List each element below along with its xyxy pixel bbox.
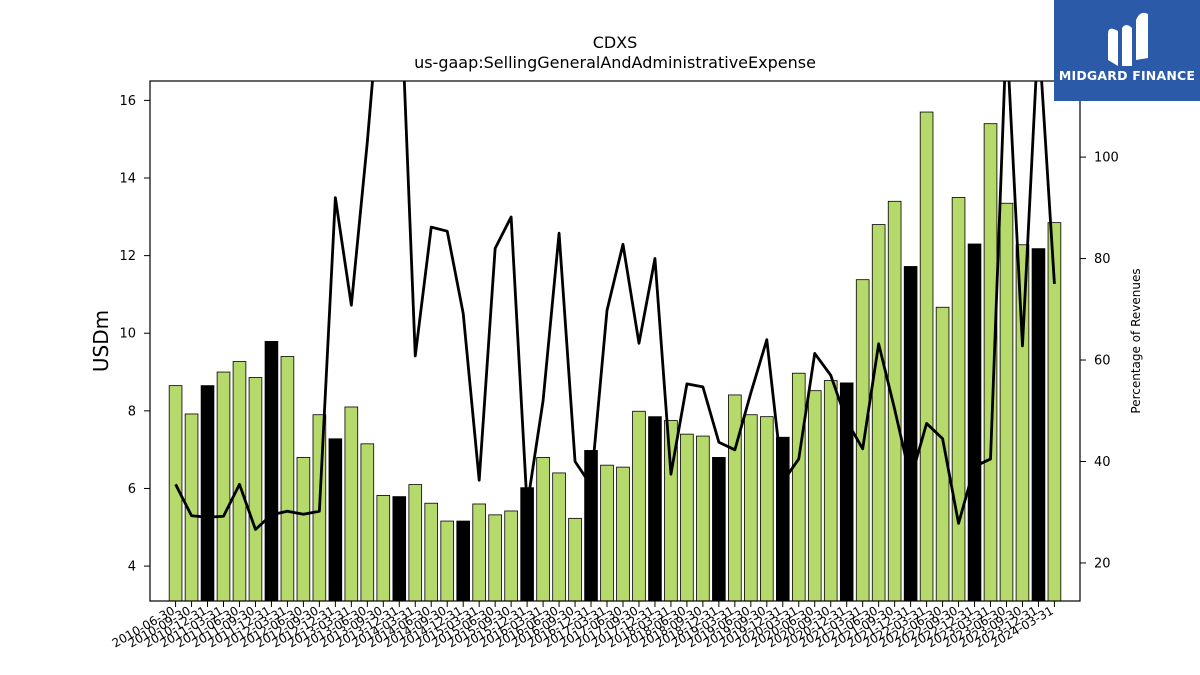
bar bbox=[200, 385, 215, 601]
bar bbox=[392, 496, 407, 601]
bar bbox=[935, 306, 950, 601]
y-tick-label: 16 bbox=[119, 94, 136, 109]
midgard-logo-icon bbox=[1108, 12, 1148, 67]
y2-tick-label: 20 bbox=[1094, 556, 1111, 571]
y-tick-label: 8 bbox=[128, 404, 136, 419]
bar bbox=[248, 377, 263, 601]
bar bbox=[440, 520, 455, 601]
y-axis-label: USDm bbox=[89, 310, 113, 372]
bar bbox=[807, 390, 822, 601]
bar bbox=[424, 502, 439, 601]
bar bbox=[680, 433, 694, 601]
y-tick-label: 4 bbox=[128, 560, 136, 575]
bar bbox=[887, 200, 902, 601]
bar bbox=[232, 361, 247, 601]
chart-subtitle: us-gaap:SellingGeneralAndAdministrativeE… bbox=[414, 53, 816, 72]
brand-name: MIDGARD FINANCE bbox=[1058, 68, 1196, 83]
bar bbox=[871, 224, 886, 601]
bar bbox=[472, 503, 486, 601]
bar bbox=[983, 123, 998, 601]
bar bbox=[168, 385, 183, 601]
bar bbox=[344, 406, 359, 601]
bar bbox=[839, 382, 854, 601]
y-tick-label: 6 bbox=[128, 482, 136, 497]
bar bbox=[536, 457, 550, 601]
bar-series bbox=[168, 111, 1062, 601]
bar bbox=[568, 517, 582, 601]
y2-tick-label: 80 bbox=[1094, 252, 1111, 267]
bar bbox=[728, 394, 742, 601]
bar bbox=[744, 414, 758, 601]
bar bbox=[504, 510, 518, 601]
bar bbox=[664, 420, 678, 601]
bar bbox=[184, 413, 199, 601]
x-axis: 2010-06-302010-09-302010-12-312011-03-31… bbox=[110, 601, 1056, 650]
y-tick-label: 10 bbox=[119, 327, 136, 342]
y2-tick-label: 40 bbox=[1094, 455, 1111, 470]
bar bbox=[456, 520, 470, 601]
y-axis-right: 20 40 60 80 100 bbox=[1080, 151, 1119, 571]
bar bbox=[951, 197, 966, 601]
y-tick-label: 12 bbox=[119, 249, 136, 264]
bar bbox=[488, 514, 502, 601]
plot-frame bbox=[149, 80, 1081, 602]
y-axis-left: 4 6 8 10 12 14 16 bbox=[119, 94, 150, 575]
bar bbox=[552, 472, 566, 601]
bar bbox=[216, 371, 231, 601]
bar bbox=[296, 457, 311, 601]
bar bbox=[328, 438, 343, 601]
chart-title: CDXS bbox=[593, 33, 638, 52]
bar bbox=[760, 416, 774, 601]
bar bbox=[376, 495, 391, 601]
bar bbox=[600, 464, 614, 601]
y-tick-label: 14 bbox=[119, 172, 136, 187]
y2-axis-label: Percentage of Revenues bbox=[1129, 268, 1143, 413]
bar bbox=[696, 435, 710, 601]
bar bbox=[360, 443, 375, 601]
bar bbox=[408, 484, 423, 601]
bar bbox=[999, 202, 1014, 601]
line-series bbox=[174, 81, 1056, 531]
bar bbox=[791, 372, 806, 601]
y2-tick-label: 100 bbox=[1094, 151, 1119, 166]
bar bbox=[903, 266, 918, 601]
bar bbox=[648, 416, 662, 601]
bar bbox=[1031, 248, 1046, 601]
brand-logo: MIDGARD FINANCE bbox=[1054, 0, 1200, 101]
bar bbox=[632, 410, 646, 601]
y2-tick-label: 60 bbox=[1094, 354, 1111, 369]
bar bbox=[919, 111, 934, 601]
bar bbox=[280, 356, 295, 601]
bar bbox=[712, 457, 726, 601]
bar bbox=[967, 243, 982, 601]
bar bbox=[584, 450, 598, 601]
bar bbox=[616, 466, 630, 601]
bar bbox=[775, 436, 790, 601]
bar bbox=[264, 340, 279, 601]
bar bbox=[823, 380, 838, 601]
bar bbox=[1047, 222, 1062, 601]
line-path bbox=[174, 81, 1056, 531]
bar bbox=[1015, 244, 1030, 601]
